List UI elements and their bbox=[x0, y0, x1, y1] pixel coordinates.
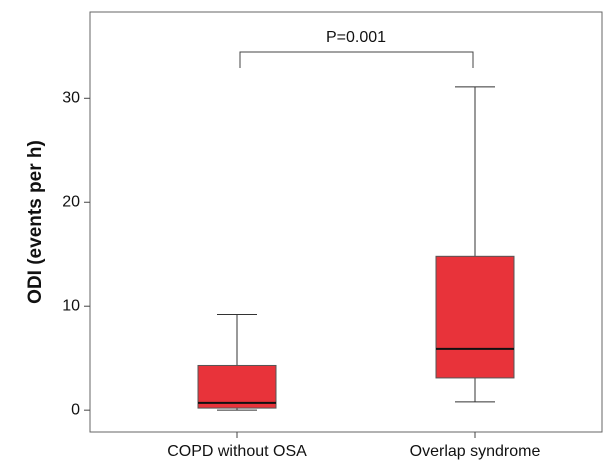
y-tick-label: 30 bbox=[62, 90, 80, 107]
y-tick-label: 10 bbox=[62, 297, 80, 314]
x-tick-label: Overlap syndrome bbox=[410, 443, 541, 460]
y-tick-label: 20 bbox=[62, 193, 80, 210]
box bbox=[435, 255, 515, 379]
y-tick-label: 0 bbox=[71, 401, 80, 418]
annotation: P=0.001 bbox=[326, 29, 386, 46]
x-tick-label: COPD without OSA bbox=[167, 443, 307, 460]
significance-bracket bbox=[239, 51, 474, 68]
plot-frame bbox=[89, 11, 603, 433]
box bbox=[197, 364, 277, 409]
y-axis-label: ODI (events per h) bbox=[25, 140, 46, 304]
